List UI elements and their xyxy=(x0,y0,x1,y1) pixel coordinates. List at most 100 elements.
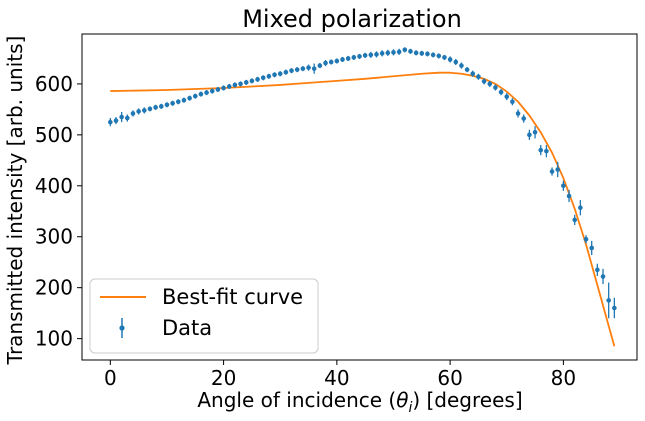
data-point-59 xyxy=(442,55,447,60)
data-point-23 xyxy=(238,81,243,87)
data-point-1 xyxy=(113,118,119,123)
data-point-32 xyxy=(289,68,294,73)
best-fit-line xyxy=(110,71,616,347)
data-point-50 xyxy=(391,50,396,55)
data-point-18 xyxy=(209,88,215,94)
data-point-58 xyxy=(436,53,442,59)
y-tick-label-5: 600 xyxy=(35,72,73,96)
data-point-26 xyxy=(255,77,260,82)
data-point-12 xyxy=(175,99,181,105)
data-point-30 xyxy=(277,71,283,77)
data-point-74 xyxy=(527,132,532,138)
data-point-61 xyxy=(453,59,459,65)
data-point-5 xyxy=(136,109,141,114)
data-point-87 xyxy=(600,274,606,279)
data-point-75 xyxy=(532,130,538,135)
data-point-46 xyxy=(368,52,374,58)
data-point-31 xyxy=(283,69,289,75)
plot-frame xyxy=(81,33,638,361)
data-point-27 xyxy=(260,75,266,81)
data-point-84 xyxy=(583,236,589,242)
data-point-21 xyxy=(226,84,232,89)
data-layer xyxy=(108,47,617,319)
data-point-44 xyxy=(357,54,362,59)
data-point-76 xyxy=(538,147,544,153)
data-point-52 xyxy=(402,47,408,53)
data-point-24 xyxy=(243,80,249,85)
data-point-14 xyxy=(187,95,192,101)
data-point-11 xyxy=(170,100,175,106)
data-point-10 xyxy=(164,102,170,108)
y-tick-label-1: 200 xyxy=(35,276,73,300)
data-point-25 xyxy=(249,78,255,84)
data-point-36 xyxy=(311,66,317,71)
data-point-49 xyxy=(385,50,391,56)
x-axis-title-subscript: i xyxy=(408,400,412,416)
x-axis-title-theta: θ xyxy=(396,388,408,412)
legend: Best-fit curve Data xyxy=(89,278,319,354)
data-point-66 xyxy=(481,79,487,84)
data-point-89 xyxy=(612,305,617,311)
data-point-17 xyxy=(204,90,209,95)
data-point-60 xyxy=(447,57,453,62)
data-point-65 xyxy=(476,74,481,80)
data-point-38 xyxy=(323,60,328,66)
data-point-54 xyxy=(413,50,419,56)
y-tick-label-4: 500 xyxy=(35,123,73,147)
data-point-73 xyxy=(521,116,527,121)
data-point-7 xyxy=(147,106,153,112)
data-point-51 xyxy=(396,49,402,55)
data-point-8 xyxy=(153,105,158,110)
data-point-19 xyxy=(215,87,221,92)
data-point-80 xyxy=(561,183,566,189)
data-point-62 xyxy=(459,63,464,68)
data-point-67 xyxy=(487,81,493,87)
data-point-33 xyxy=(294,67,300,72)
data-point-42 xyxy=(345,56,351,61)
data-point-83 xyxy=(578,205,583,210)
x-axis-title-part-2: ) [degrees] xyxy=(412,388,522,412)
data-point-39 xyxy=(328,59,334,65)
legend-data-swatch xyxy=(119,318,125,338)
data-point-56 xyxy=(425,51,430,57)
data-point-29 xyxy=(272,72,277,78)
data-point-57 xyxy=(430,52,436,58)
data-point-88 xyxy=(606,298,611,303)
data-point-4 xyxy=(130,111,136,116)
data-point-0 xyxy=(108,119,113,125)
data-point-53 xyxy=(408,49,413,54)
data-point-43 xyxy=(351,55,357,60)
data-point-72 xyxy=(515,111,521,116)
data-point-81 xyxy=(566,193,572,199)
best-fit-layer xyxy=(110,71,616,347)
data-point-71 xyxy=(510,99,515,105)
data-point-85 xyxy=(589,245,594,251)
data-point-78 xyxy=(549,169,555,174)
y-tick-label-0: 100 xyxy=(35,327,73,351)
x-axis-title: Angle of incidence (θi) [degrees] xyxy=(197,388,522,416)
data-point-45 xyxy=(362,53,368,58)
data-point-6 xyxy=(141,108,147,113)
data-point-41 xyxy=(340,57,345,62)
data-point-70 xyxy=(504,94,510,99)
data-point-15 xyxy=(192,93,198,99)
data-point-20 xyxy=(221,85,226,91)
chart-title: Mixed polarization xyxy=(242,5,462,33)
y-tick-label-3: 400 xyxy=(35,174,73,198)
data-point-47 xyxy=(374,52,379,57)
data-point-86 xyxy=(595,267,600,273)
data-point-48 xyxy=(379,51,385,56)
x-tick-label-0: 0 xyxy=(104,366,117,390)
x-tick-label-2: 40 xyxy=(324,366,349,390)
data-point-34 xyxy=(300,66,306,71)
data-point-55 xyxy=(419,51,425,56)
data-point-9 xyxy=(158,104,164,109)
legend-box xyxy=(89,278,319,354)
data-point-37 xyxy=(317,63,323,68)
data-point-13 xyxy=(181,97,187,103)
x-axis-title-part-1: Angle of incidence ( xyxy=(197,388,396,412)
x-tick-label-4: 80 xyxy=(551,366,576,390)
data-point-35 xyxy=(306,65,311,70)
data-point-77 xyxy=(544,148,549,154)
